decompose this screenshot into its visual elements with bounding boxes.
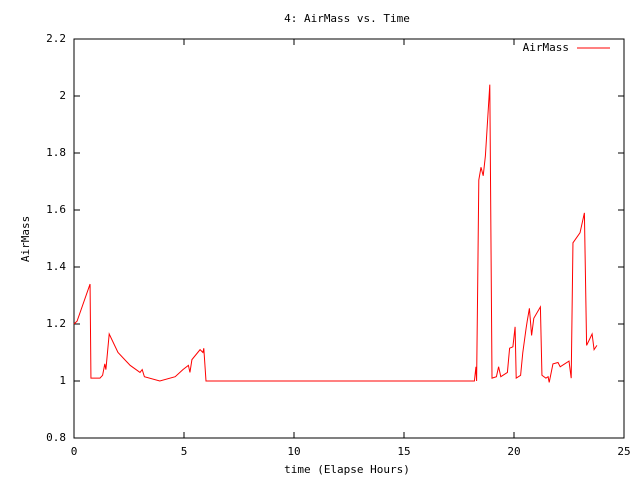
- y-tick-label: 1.8: [46, 146, 66, 159]
- x-tick-label: 15: [397, 445, 410, 458]
- x-tick-label: 25: [617, 445, 630, 458]
- y-tick-label: 1: [59, 374, 66, 387]
- data-line: [73, 84, 598, 383]
- x-tick-label: 20: [507, 445, 520, 458]
- x-tick-label: 10: [287, 445, 300, 458]
- y-axis-label: AirMass: [19, 216, 32, 262]
- plot-frame: [73, 38, 625, 439]
- y-tick-label: 1.2: [46, 317, 66, 330]
- x-tick-label: 5: [181, 445, 188, 458]
- x-axis-label: time (Elapse Hours): [284, 463, 410, 476]
- x-tick-label: 0: [71, 445, 78, 458]
- legend-label: AirMass: [523, 41, 569, 54]
- y-tick-label: 2.2: [46, 32, 66, 45]
- y-tick-label: 1.4: [46, 260, 66, 273]
- y-tick-label: 0.8: [46, 431, 66, 444]
- y-tick-label: 2: [59, 89, 66, 102]
- chart-title: 4: AirMass vs. Time: [284, 12, 410, 25]
- y-tick-label: 1.6: [46, 203, 66, 216]
